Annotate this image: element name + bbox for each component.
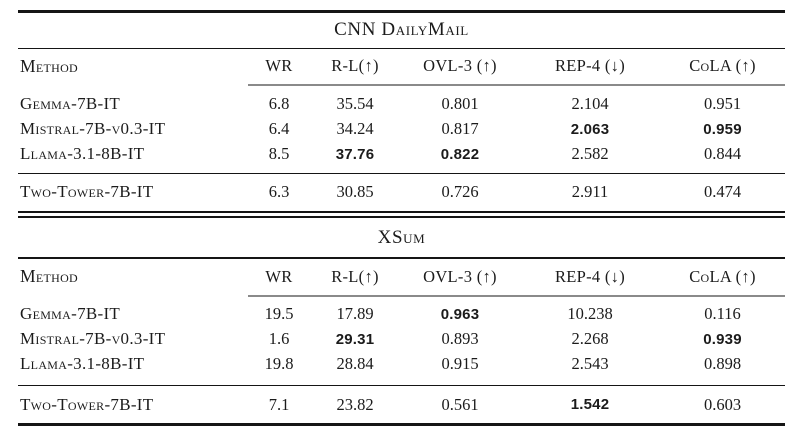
- title-rule: [18, 47, 785, 49]
- rl-cell: 17.89: [336, 304, 374, 324]
- cola-cell: 0.898: [703, 354, 742, 374]
- col-header-wr: WR: [265, 266, 293, 286]
- rep4-cell: 2.911: [571, 181, 609, 201]
- section-title: CNN DailyMail: [334, 19, 469, 40]
- header-partial-rule: [248, 83, 785, 86]
- results-table: CNN DailyMail Method WR R-L(↑) OVL-3 (↑)…: [18, 10, 785, 426]
- baseline-rows: Gemma-7B-IT 19.5 17.89 0.963 10.238 0.11…: [18, 297, 785, 385]
- rl-cell: 35.54: [336, 94, 374, 114]
- table-row: Gemma-7B-IT 6.8 35.54 0.801 2.104 0.951: [18, 92, 785, 117]
- rep4-cell: 1.542: [570, 396, 610, 414]
- cola-cell: 0.844: [703, 144, 742, 164]
- column-header-row: Method WR R-L(↑) OVL-3 (↑) REP-4 (↓) CoL…: [18, 259, 785, 295]
- top-rule: [18, 10, 785, 13]
- table-row: Mistral-7B-v0.3-IT 1.6 29.31 0.893 2.268…: [18, 327, 785, 352]
- ovl3-cell: 0.561: [441, 394, 479, 414]
- baseline-rows: Gemma-7B-IT 6.8 35.54 0.801 2.104 0.951 …: [18, 86, 785, 173]
- wr-cell: 8.5: [268, 144, 290, 164]
- cola-cell: 0.603: [703, 394, 742, 414]
- ovl3-cell: 0.915: [441, 354, 479, 374]
- cola-cell: 0.959: [703, 120, 742, 138]
- method-cell: Llama-3.1-8B-IT: [20, 354, 145, 374]
- col-header-ovl3: OVL-3 (↑): [423, 266, 497, 286]
- method-cell: Gemma-7B-IT: [20, 304, 121, 324]
- wr-cell: 1.6: [268, 329, 290, 349]
- cola-cell: 0.939: [703, 330, 742, 348]
- two-tower-rows: Two-Tower-7B-IT 6.3 30.85 0.726 2.911 0.…: [18, 174, 785, 209]
- section-xsum: XSum Method WR R-L(↑) OVL-3 (↑) REP-4 (↓…: [18, 218, 785, 423]
- wr-cell: 19.5: [264, 304, 294, 324]
- table-row: Two-Tower-7B-IT 6.3 30.85 0.726 2.911 0.…: [18, 179, 785, 204]
- method-cell: Two-Tower-7B-IT: [20, 181, 154, 201]
- rep4-cell: 10.238: [567, 304, 613, 324]
- table-row: Two-Tower-7B-IT 7.1 23.82 0.561 1.542 0.…: [18, 392, 785, 417]
- column-header-row: Method WR R-L(↑) OVL-3 (↑) REP-4 (↓) CoL…: [18, 49, 785, 84]
- rl-cell: 37.76: [335, 145, 375, 163]
- method-cell: Gemma-7B-IT: [20, 94, 121, 114]
- wr-cell: 6.8: [268, 94, 290, 114]
- col-header-rep4: REP-4 (↓): [554, 266, 626, 286]
- rep4-cell: 2.063: [570, 120, 610, 138]
- col-header-method: Method: [20, 55, 79, 76]
- header-partial-rule: [248, 294, 785, 297]
- table-row: Gemma-7B-IT 19.5 17.89 0.963 10.238 0.11…: [18, 302, 785, 327]
- cola-cell: 0.116: [704, 304, 741, 324]
- col-header-ovl3: OVL-3 (↑): [423, 56, 497, 76]
- bottom-rule: [18, 423, 785, 426]
- rl-cell: 30.85: [336, 181, 374, 201]
- rep4-cell: 2.268: [571, 329, 609, 349]
- method-cell: Mistral-7B-v0.3-IT: [20, 329, 166, 349]
- rl-cell: 28.84: [336, 354, 374, 374]
- method-cell: Mistral-7B-v0.3-IT: [20, 119, 166, 139]
- method-cell: Two-Tower-7B-IT: [20, 394, 154, 414]
- table-row: Llama-3.1-8B-IT 8.5 37.76 0.822 2.582 0.…: [18, 142, 785, 167]
- col-header-cola: CoLA (↑): [689, 266, 756, 286]
- two-tower-rows: Two-Tower-7B-IT 7.1 23.82 0.561 1.542 0.…: [18, 386, 785, 423]
- wr-cell: 7.1: [268, 394, 290, 414]
- col-header-wr: WR: [265, 56, 293, 76]
- section-cnn-dailymail: CNN DailyMail Method WR R-L(↑) OVL-3 (↑)…: [18, 13, 785, 210]
- col-header-cola: CoLA (↑): [689, 56, 756, 76]
- section-title: XSum: [377, 226, 426, 248]
- rl-cell: 23.82: [336, 394, 374, 414]
- mid-rule: [18, 172, 785, 175]
- rl-cell: 34.24: [336, 119, 374, 139]
- wr-cell: 6.4: [268, 119, 290, 139]
- section-title-row: CNN DailyMail: [18, 13, 785, 48]
- rep4-cell: 2.104: [571, 94, 609, 114]
- wr-cell: 6.3: [268, 181, 290, 201]
- col-header-rl: R-L(↑): [331, 266, 379, 286]
- cola-cell: 0.474: [703, 181, 742, 201]
- ovl3-cell: 0.726: [441, 181, 479, 201]
- section-title-row: XSum: [18, 218, 785, 257]
- rep4-cell: 2.543: [571, 354, 609, 374]
- ovl3-cell: 0.963: [440, 305, 480, 323]
- ovl3-cell: 0.893: [441, 329, 479, 349]
- rep4-cell: 2.582: [571, 144, 609, 164]
- section-divider-double-rule: [18, 211, 785, 219]
- method-cell: Llama-3.1-8B-IT: [20, 144, 145, 164]
- ovl3-cell: 0.801: [441, 94, 479, 114]
- col-header-rl: R-L(↑): [331, 56, 379, 76]
- col-header-rep4: REP-4 (↓): [554, 56, 626, 76]
- wr-cell: 19.8: [264, 354, 294, 374]
- table-row: Llama-3.1-8B-IT 19.8 28.84 0.915 2.543 0…: [18, 352, 785, 377]
- rl-cell: 29.31: [335, 330, 375, 348]
- ovl3-cell: 0.817: [441, 119, 479, 139]
- title-rule: [18, 257, 785, 259]
- ovl3-cell: 0.822: [440, 145, 480, 163]
- table-row: Mistral-7B-v0.3-IT 6.4 34.24 0.817 2.063…: [18, 117, 785, 142]
- cola-cell: 0.951: [703, 94, 742, 114]
- col-header-method: Method: [20, 266, 79, 287]
- mid-rule: [18, 384, 785, 387]
